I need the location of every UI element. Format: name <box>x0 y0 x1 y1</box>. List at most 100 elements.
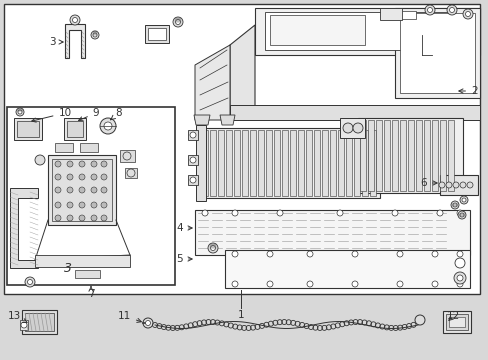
Text: 9: 9 <box>79 108 99 121</box>
Circle shape <box>457 211 465 219</box>
Bar <box>337 130 343 196</box>
Bar <box>75 270 100 278</box>
Bar <box>224 250 469 288</box>
Circle shape <box>352 123 362 133</box>
Circle shape <box>21 322 27 328</box>
Text: 4: 4 <box>176 223 192 233</box>
Text: 5: 5 <box>176 254 192 264</box>
Bar <box>67 121 83 137</box>
Bar <box>145 25 169 43</box>
Circle shape <box>55 161 61 167</box>
Circle shape <box>67 187 73 193</box>
Circle shape <box>175 19 180 24</box>
Circle shape <box>231 251 238 257</box>
Circle shape <box>445 182 451 188</box>
Circle shape <box>67 161 73 167</box>
Circle shape <box>55 174 61 180</box>
Bar <box>353 130 359 196</box>
Text: 13: 13 <box>8 311 27 323</box>
Circle shape <box>190 157 196 163</box>
Circle shape <box>202 210 207 216</box>
Bar <box>357 118 462 193</box>
Circle shape <box>414 315 424 325</box>
Circle shape <box>18 110 22 114</box>
Circle shape <box>456 275 462 281</box>
Bar <box>48 155 116 225</box>
Polygon shape <box>254 8 479 55</box>
Bar <box>423 120 429 191</box>
Polygon shape <box>195 45 229 120</box>
Circle shape <box>55 187 61 193</box>
Circle shape <box>142 318 153 328</box>
Circle shape <box>459 196 467 204</box>
Circle shape <box>207 243 218 253</box>
Bar <box>313 130 319 196</box>
Circle shape <box>266 281 272 287</box>
Circle shape <box>396 251 402 257</box>
Bar <box>369 130 375 196</box>
Circle shape <box>462 9 472 19</box>
Circle shape <box>210 246 215 251</box>
Circle shape <box>93 33 97 37</box>
Bar <box>4 4 479 294</box>
Text: 7: 7 <box>87 286 94 299</box>
Circle shape <box>67 202 73 208</box>
Circle shape <box>79 187 85 193</box>
Bar <box>249 130 256 196</box>
Bar <box>55 143 73 152</box>
Circle shape <box>190 132 196 138</box>
Circle shape <box>127 169 135 177</box>
Bar <box>7 107 175 285</box>
Text: 6: 6 <box>420 178 436 188</box>
Circle shape <box>459 213 463 217</box>
Circle shape <box>431 281 437 287</box>
Bar <box>20 320 28 330</box>
Bar <box>25 313 54 331</box>
Circle shape <box>67 174 73 180</box>
Circle shape <box>123 152 131 160</box>
Bar <box>258 130 264 196</box>
Circle shape <box>351 281 357 287</box>
Circle shape <box>456 281 462 287</box>
Bar <box>202 130 207 196</box>
Bar <box>282 130 287 196</box>
Bar <box>264 12 454 50</box>
Bar <box>448 317 464 327</box>
Bar <box>35 255 130 267</box>
Bar <box>399 120 405 191</box>
Bar <box>218 130 224 196</box>
Bar <box>120 150 135 162</box>
Bar <box>273 130 280 196</box>
Polygon shape <box>65 24 85 58</box>
Circle shape <box>456 251 462 257</box>
Circle shape <box>91 174 97 180</box>
Bar <box>200 128 379 198</box>
Circle shape <box>55 202 61 208</box>
Circle shape <box>173 17 183 27</box>
Circle shape <box>306 251 312 257</box>
Text: 10: 10 <box>32 108 71 122</box>
Circle shape <box>91 187 97 193</box>
Circle shape <box>466 182 472 188</box>
Circle shape <box>91 202 97 208</box>
Circle shape <box>396 281 402 287</box>
Bar <box>64 118 86 140</box>
Bar <box>234 130 240 196</box>
Polygon shape <box>220 115 235 125</box>
Circle shape <box>427 8 431 13</box>
Bar <box>297 130 304 196</box>
Circle shape <box>452 203 456 207</box>
Circle shape <box>16 108 24 116</box>
Circle shape <box>436 210 442 216</box>
Circle shape <box>79 215 85 221</box>
Bar <box>265 130 271 196</box>
Circle shape <box>101 187 107 193</box>
Bar <box>375 120 381 191</box>
Circle shape <box>79 161 85 167</box>
Text: 3: 3 <box>64 261 72 274</box>
Bar <box>269 15 364 45</box>
Bar <box>361 130 367 196</box>
Polygon shape <box>229 105 479 120</box>
Bar <box>379 8 401 20</box>
Circle shape <box>424 5 434 15</box>
